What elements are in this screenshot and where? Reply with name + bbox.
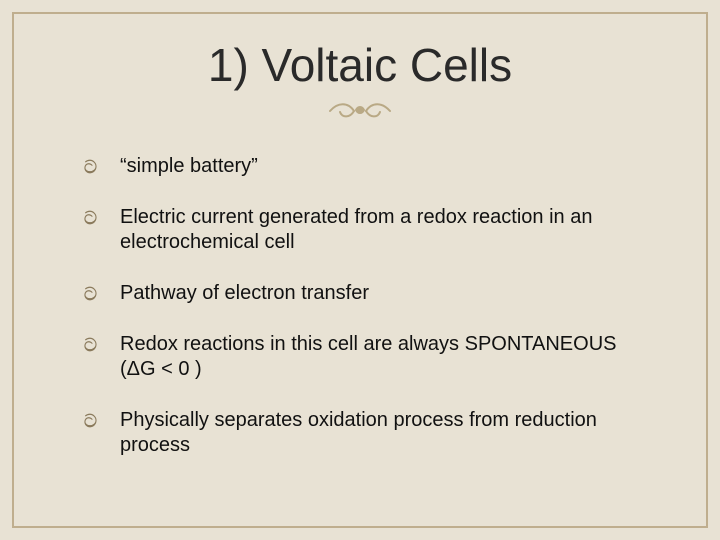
list-item: ට Physically separates oxidation process…	[84, 408, 656, 458]
title-ornament	[44, 100, 676, 126]
list-item: ට “simple battery”	[84, 154, 656, 179]
squiggle-icon: ට	[84, 207, 97, 230]
bullet-text: Pathway of electron transfer	[120, 282, 369, 304]
list-item: ට Pathway of electron transfer	[84, 281, 656, 306]
squiggle-icon: ට	[84, 334, 97, 357]
bullet-text: “simple battery”	[120, 155, 258, 177]
list-item: ට Electric current generated from a redo…	[84, 205, 656, 255]
squiggle-icon: ට	[84, 283, 97, 306]
list-item: ට Redox reactions in this cell are alway…	[84, 332, 656, 382]
bullet-list: ට “simple battery” ට Electric current ge…	[44, 154, 676, 458]
squiggle-icon: ට	[84, 410, 97, 433]
bullet-text: Redox reactions in this cell are always …	[120, 333, 616, 380]
squiggle-icon: ට	[84, 156, 97, 179]
bullet-text: Electric current generated from a redox …	[120, 206, 592, 253]
flourish-icon	[320, 100, 400, 122]
bullet-text: Physically separates oxidation process f…	[120, 409, 597, 456]
slide: 1) Voltaic Cells ට “simple battery” ට El…	[0, 0, 720, 540]
slide-title: 1) Voltaic Cells	[44, 38, 676, 92]
inner-frame: 1) Voltaic Cells ට “simple battery” ට El…	[12, 12, 708, 528]
